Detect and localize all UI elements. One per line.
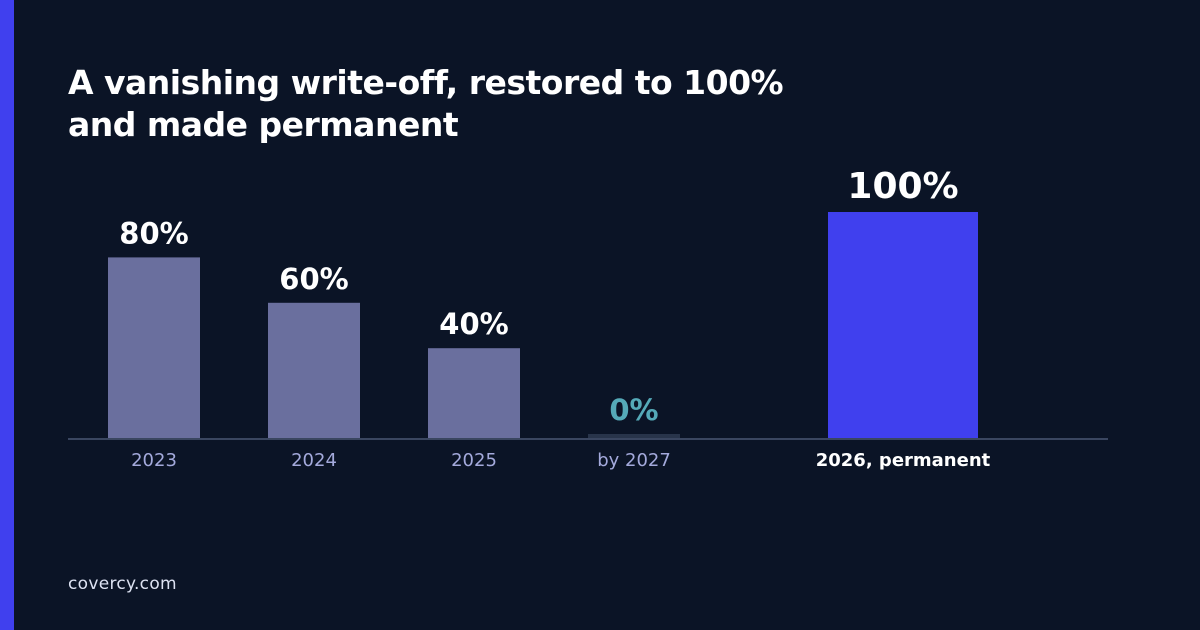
- chart-title: A vanishing write-off, restored to 100% …: [68, 63, 784, 144]
- bar-2023: [108, 257, 200, 439]
- category-labels-group: 2023 2024 2025 by 2027 2026, permanent: [131, 450, 991, 471]
- value-labels-group: 80% 60% 40% 0% 100%: [119, 166, 958, 427]
- footer-brand: covercy.com: [68, 574, 177, 594]
- value-label-2024: 60%: [279, 262, 348, 296]
- value-label-2023: 80%: [119, 216, 188, 250]
- category-label-2026-permanent: 2026, permanent: [816, 450, 991, 471]
- value-label-by-2027: 0%: [609, 393, 658, 427]
- category-label-2024: 2024: [291, 450, 337, 471]
- category-label-2023: 2023: [131, 450, 177, 471]
- value-label-2026-permanent: 100%: [847, 166, 958, 207]
- category-label-by-2027: by 2027: [597, 450, 671, 471]
- bars-group: [108, 212, 978, 439]
- category-label-2025: 2025: [451, 450, 497, 471]
- bar-2025: [428, 348, 520, 439]
- bar-by-2027: [588, 434, 680, 439]
- bar-2026-permanent: [828, 212, 978, 439]
- value-label-2025: 40%: [439, 307, 508, 341]
- bar-2024: [268, 302, 360, 439]
- accent-bar: [0, 0, 14, 630]
